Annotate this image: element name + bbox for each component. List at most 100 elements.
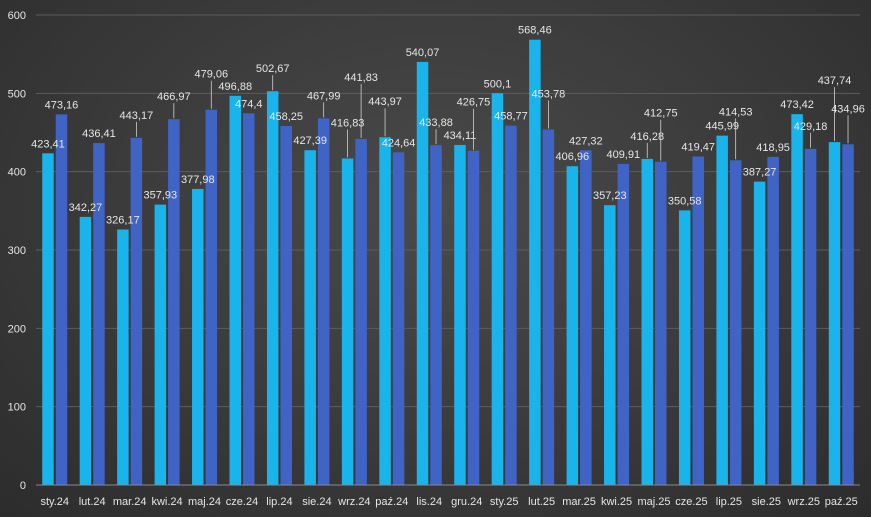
x-tick-label: lip.24 [266,496,292,508]
x-tick-label: kwi.24 [151,496,182,508]
bar-series-2-lis.24 [430,145,442,486]
bar-series-2-wrz.24 [355,138,367,485]
data-label: 466,97 [157,91,191,103]
data-label: 357,23 [593,190,627,202]
x-tick-label: gru.24 [451,496,482,508]
data-label: 436,41 [82,128,116,140]
bar-series-2-lut.24 [93,143,105,485]
data-label: 500,1 [484,78,512,90]
data-label: 458,25 [269,111,303,123]
x-tick-label: sie.25 [752,496,781,508]
data-label: 409,91 [606,149,640,161]
data-label: 418,95 [756,142,790,154]
bar-series-1-kwi.24 [154,204,167,485]
bars [42,39,854,486]
bar-series-1-wrz.24 [341,158,354,486]
bar-series-2-sie.25 [767,156,779,485]
x-tick-label: paź.25 [825,496,858,508]
data-label: 412,75 [644,108,678,120]
data-label: 443,17 [120,110,154,122]
bar-series-1-maj.25 [641,158,653,485]
bar-series-1-gru.24 [454,144,466,485]
x-axis-ticks: sty.24 lut.24 mar.24 kwi.24 maj.24 cze.24 lip.… [40,496,857,508]
bar-series-1-mar.24 [117,229,129,485]
bar-series-1-sie.25 [753,181,766,486]
bar-series-1-wrz.25 [791,114,803,486]
data-label: 473,16 [45,99,79,111]
bar-series-2-cze.24 [243,113,255,486]
data-label: 326,17 [106,215,140,227]
bar-series-2-lip.24 [280,126,292,485]
data-label: 540,07 [406,47,440,59]
data-label: 426,75 [457,97,491,109]
data-label: 479,06 [194,69,228,81]
bar-series-2-mar.24 [130,137,143,486]
bar-series-2-kwi.24 [168,119,180,485]
bar-series-1-lip.25 [716,135,728,485]
data-label: 474,4 [235,98,263,110]
data-label: 467,99 [307,90,341,102]
x-tick-label: paź.24 [375,496,408,508]
bar-series-1-paź.25 [828,142,841,485]
data-label: 357,93 [144,190,178,202]
y-tick-label: 0 [20,480,26,492]
x-tick-label: wrz.24 [337,496,370,508]
bar-series-1-sie.24 [304,150,316,485]
x-tick-label: sty.25 [490,496,519,508]
data-labels: 423,41 473,16 342,27 436,41 326,17 443,17 357,… [31,25,865,227]
x-tick-label: kwi.25 [601,496,632,508]
x-tick-label: wrz.25 [787,496,820,508]
bar-series-1-lip.24 [266,91,279,486]
y-axis-ticks: 0 100 200 300 400 500 600 [8,10,26,492]
bar-series-1-sty.24 [42,153,54,485]
x-tick-label: mar.25 [562,496,596,508]
x-tick-label: sie.24 [302,496,331,508]
data-label: 443,97 [368,96,402,108]
data-label: 437,74 [818,75,852,87]
bar-series-2-sty.24 [55,114,68,485]
x-tick-label: mar.24 [113,496,147,508]
x-tick-label: maj.25 [637,496,670,508]
data-label: 434,11 [444,130,477,142]
data-label: 427,32 [569,135,603,147]
data-label: 419,47 [681,141,715,153]
data-label: 433,88 [419,117,453,129]
bar-series-1-cze.24 [229,95,241,485]
bar-series-1-paź.24 [379,137,391,485]
x-tick-label: lis.24 [416,496,442,508]
data-label: 406,96 [556,151,590,163]
bar-series-1-lut.25 [529,39,541,486]
bar-series-2-lip.25 [729,160,742,485]
data-label: 423,41 [31,138,65,150]
bar-series-1-mar.25 [566,166,579,485]
bar-series-2-kwi.25 [617,163,630,485]
bar-series-2-maj.24 [205,109,218,486]
bar-series-1-kwi.25 [604,205,616,485]
data-label: 427,39 [293,135,327,147]
bar-series-2-wrz.25 [804,148,817,485]
data-label: 377,98 [181,174,215,186]
bar-series-1-lis.24 [416,61,429,486]
bar-series-2-gru.24 [467,150,480,485]
y-tick-label: 100 [8,402,26,414]
y-tick-label: 600 [8,10,26,22]
data-label: 458,77 [494,111,528,123]
x-tick-label: sty.24 [40,496,69,508]
x-tick-label: lip.25 [716,496,742,508]
data-label: 445,99 [705,121,739,133]
data-label: 350,58 [668,195,702,207]
bar-series-2-lut.25 [542,129,555,485]
data-label: 424,64 [382,137,416,149]
data-label: 429,18 [794,121,828,133]
y-tick-label: 300 [8,245,26,257]
x-tick-label: lut.25 [528,496,555,508]
bar-series-2-sty.25 [505,125,517,486]
data-label: 416,83 [331,117,365,129]
data-label: 414,53 [719,106,753,118]
bar-series-1-sty.25 [491,93,504,485]
bar-series-2-paź.24 [392,152,405,485]
bar-series-2-mar.25 [580,150,592,486]
x-tick-label: cze.24 [226,496,258,508]
data-label: 496,88 [218,81,252,93]
